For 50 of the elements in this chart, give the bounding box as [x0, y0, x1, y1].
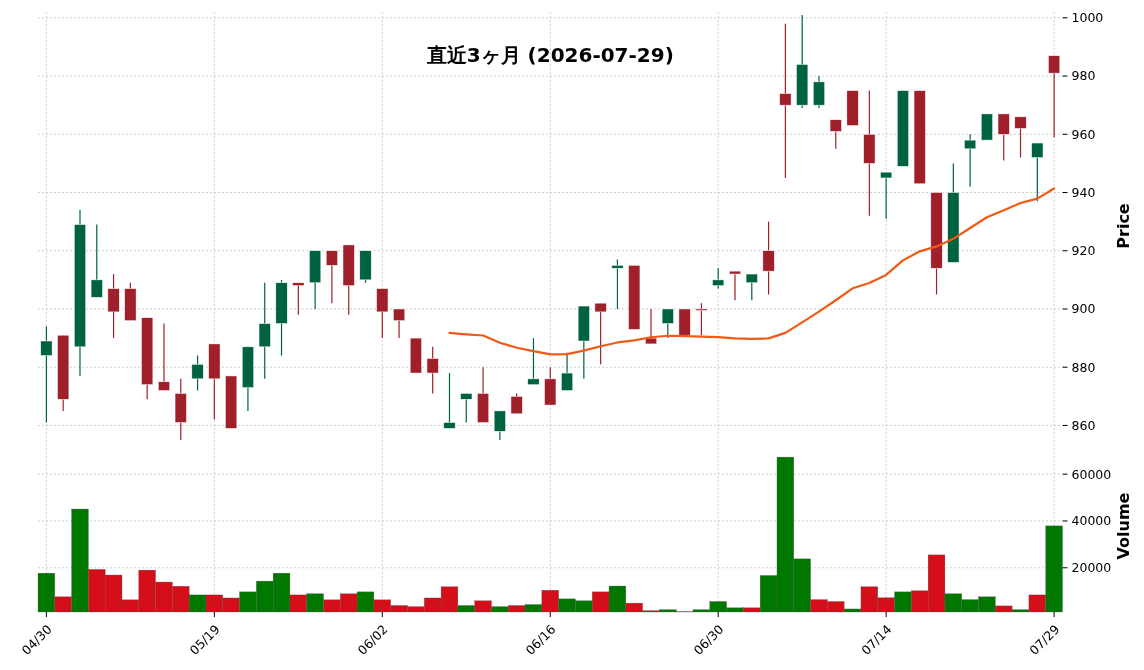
candlestick: [712, 267, 725, 290]
text: 直近3ヶ月 (2026-07-29): [425, 43, 674, 67]
candlestick: [745, 273, 758, 301]
y-tick-label: 1000: [1071, 10, 1104, 26]
candlestick: [191, 354, 204, 392]
y-tick-label: 860: [1071, 417, 1096, 433]
candlestick: [90, 223, 103, 298]
candlestick: [645, 308, 657, 345]
candlestick: [393, 308, 406, 339]
candlestick: [40, 325, 53, 424]
candlestick: [443, 372, 456, 429]
candlestick: [510, 392, 523, 415]
y-tick-label: 40000: [1071, 513, 1112, 529]
y-tick-label: 960: [1071, 126, 1096, 142]
candlestick: [829, 119, 842, 150]
candlestick: [258, 282, 271, 380]
candlestick: [762, 221, 775, 296]
candlestick: [964, 133, 977, 188]
y-tick-label: 940: [1071, 184, 1096, 200]
line-series: [448, 187, 1056, 356]
candlestick: [158, 322, 170, 392]
candlestick: [376, 288, 389, 339]
candlestick: [460, 392, 473, 424]
candlestick: [661, 308, 674, 339]
candlestick: [107, 273, 120, 339]
y-tick-label: 880: [1071, 359, 1096, 375]
candlestick: [1048, 55, 1061, 138]
candlestick: [611, 258, 624, 310]
candlestick: [594, 302, 607, 365]
y-tick-label: 980: [1071, 68, 1096, 84]
candlestick: [880, 171, 893, 220]
candlestick: [292, 282, 305, 316]
y-axis-title: Volume: [1113, 492, 1133, 560]
candlestick: [729, 270, 741, 301]
candlestick: [493, 410, 506, 441]
y-tick-label: 20000: [1071, 560, 1112, 576]
candlestick: [561, 352, 574, 392]
candlestick: [997, 113, 1010, 162]
candlestick: [1031, 142, 1044, 202]
candlestick: [325, 250, 338, 304]
y-tick-label: 60000: [1071, 466, 1112, 482]
candlestick: [426, 346, 439, 395]
candlestick: [813, 75, 825, 109]
candlestick: [695, 302, 708, 336]
candlestick: [779, 23, 792, 179]
candlestick: [1014, 116, 1027, 159]
y-tick-label: 920: [1071, 243, 1096, 259]
candlestick: [527, 337, 540, 386]
y-axis-title: Price: [1113, 203, 1133, 249]
y-tick-label: 900: [1071, 301, 1096, 317]
